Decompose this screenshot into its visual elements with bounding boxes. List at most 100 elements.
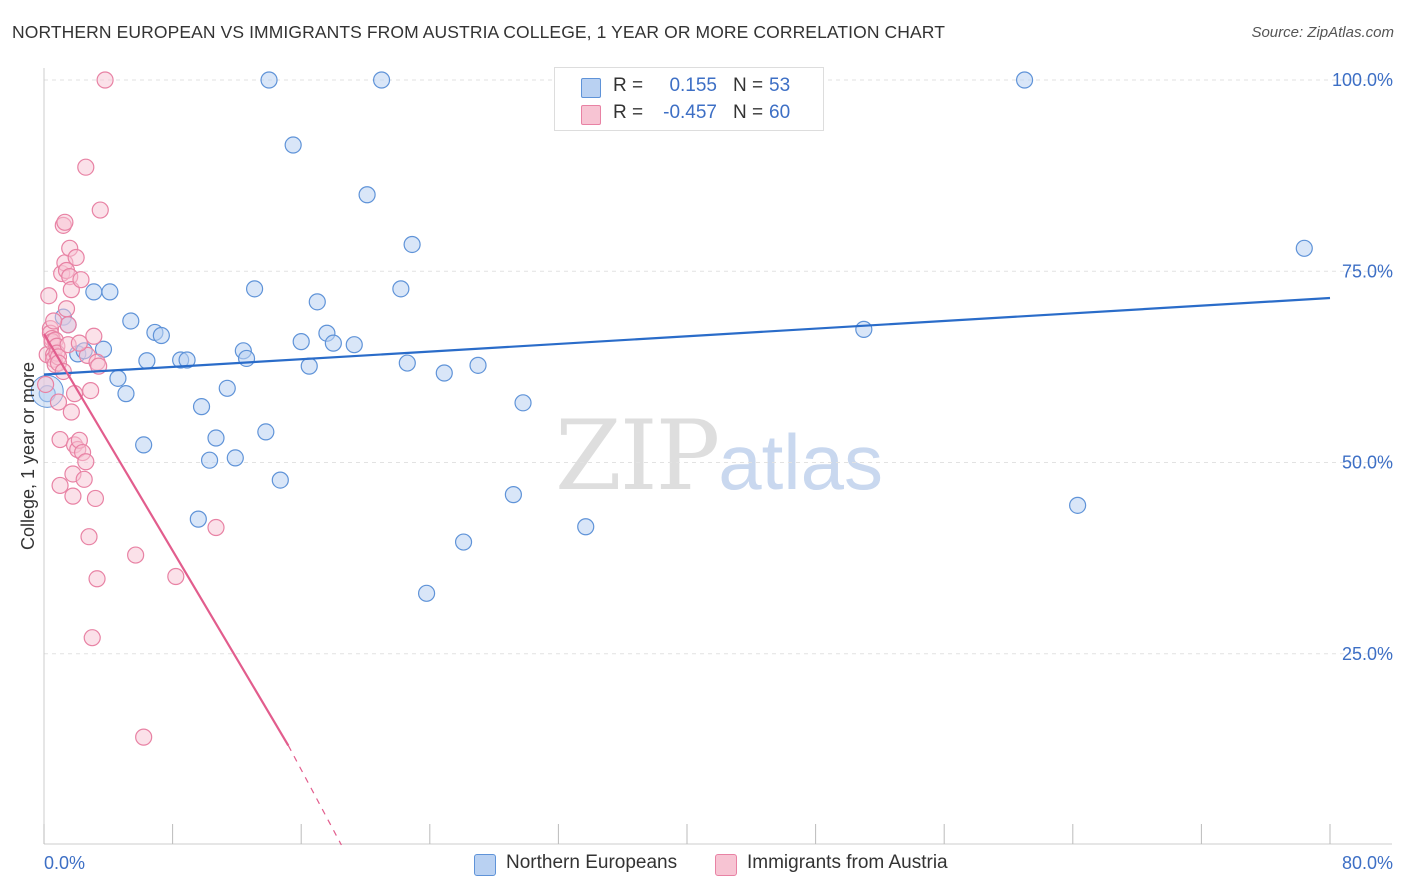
data-point-immigrants-from-austria [91,201,109,219]
data-point-northern-europeans [245,280,264,298]
blue-swatch [581,78,601,98]
legend-label: Northern Europeans [506,852,678,873]
data-point-immigrants-from-austria [96,71,114,89]
data-point-immigrants-from-austria [88,570,106,588]
data-point-immigrants-from-austria [40,287,58,305]
data-point-immigrants-from-austria [59,316,77,334]
data-point-immigrants-from-austria [70,334,88,352]
data-point-northern-europeans [403,235,421,254]
y-tick-label: 50.0% [1342,453,1393,473]
data-point-northern-europeans [469,356,487,374]
chart-title: NORTHERN EUROPEAN VS IMMIGRANTS FROM AUS… [12,22,946,42]
data-point-northern-europeans [345,336,363,354]
n-value: 53 [769,75,791,96]
axes [43,68,1392,845]
data-point-immigrants-from-austria [167,567,185,586]
y-tick-label: 100.0% [1332,70,1393,90]
data-point-immigrants-from-austria [67,248,85,267]
data-point-immigrants-from-austria [37,375,55,394]
r-label: R = [613,102,644,123]
n-label: N = [733,102,764,123]
data-point-immigrants-from-austria [57,300,76,318]
series-immigrants-from-austria [37,71,225,746]
r-value: 0.155 [669,75,717,96]
data-point-northern-europeans [1069,496,1087,514]
data-point-northern-europeans [109,369,127,387]
trend-line-extension [287,745,342,846]
data-point-northern-europeans [372,71,391,89]
data-point-northern-europeans [454,533,473,551]
data-point-immigrants-from-austria [80,528,98,546]
data-point-immigrants-from-austria [62,403,80,421]
data-point-immigrants-from-austria [75,470,93,488]
data-point-immigrants-from-austria [51,430,69,449]
data-point-immigrants-from-austria [54,362,72,381]
data-point-northern-europeans [292,333,310,351]
data-point-immigrants-from-austria [83,629,101,647]
data-point-immigrants-from-austria [207,518,225,537]
data-point-northern-europeans [207,429,225,447]
data-point-northern-europeans [178,351,196,369]
y-tick-label: 25.0% [1342,644,1393,664]
data-point-northern-europeans [1295,239,1313,257]
data-point-immigrants-from-austria [135,728,153,746]
tick-labels: 25.0% 50.0% 75.0% 100.0% 0.0% 80.0% College, 1… [18,70,1393,873]
data-point-northern-europeans [260,71,278,89]
data-point-northern-europeans [417,584,436,602]
legend-row-immigrants-from-austria: R = -0.457 N = 60 [555,102,823,128]
data-point-immigrants-from-austria [56,213,74,231]
data-point-northern-europeans [855,320,873,338]
trend-line-northern-europeans [43,296,1331,376]
data-point-northern-europeans [257,423,275,441]
data-point-northern-europeans [308,293,326,311]
r-value: -0.457 [663,102,717,123]
data-point-immigrants-from-austria [86,489,105,508]
data-point-immigrants-from-austria [45,312,63,330]
n-label: N = [733,75,764,96]
data-point-northern-europeans [392,280,410,298]
data-point-northern-europeans [358,186,376,204]
data-point-northern-europeans [504,486,522,504]
correlation-legend: R = 0.155 N = 53 R = -0.457 N = 60 [554,67,824,131]
data-point-northern-europeans [218,379,236,397]
data-point-northern-europeans [101,283,119,301]
data-point-northern-europeans [284,136,302,154]
data-point-northern-europeans [192,398,211,416]
data-point-immigrants-from-austria [127,546,145,564]
n-value: 60 [769,102,791,123]
data-point-northern-europeans [135,436,153,454]
x-tick-label: 80.0% [1342,853,1393,873]
trend-lines [43,296,1331,846]
data-point-northern-europeans [189,510,207,528]
data-point-immigrants-from-austria [77,453,95,471]
data-point-immigrants-from-austria [85,327,103,345]
data-point-northern-europeans [398,354,416,372]
data-point-northern-europeans [138,352,156,370]
data-point-northern-europeans [300,357,318,375]
watermark-zip: ZIP [555,400,720,512]
data-point-immigrants-from-austria [51,476,69,495]
r-label: R = [613,75,644,96]
data-point-northern-europeans [85,283,103,301]
data-point-northern-europeans [271,471,289,489]
data-point-northern-europeans [226,449,244,467]
data-point-immigrants-from-austria [49,393,68,411]
data-point-immigrants-from-austria [72,271,90,289]
data-point-northern-europeans [152,326,170,345]
data-point-immigrants-from-austria [64,487,82,505]
y-axis-label: College, 1 year or more [18,362,38,550]
legend-label: Immigrants from Austria [747,852,948,873]
blue-swatch [474,854,496,876]
data-point-immigrants-from-austria [82,381,100,400]
data-point-immigrants-from-austria [77,158,95,176]
data-point-northern-europeans [1015,71,1034,89]
data-point-northern-europeans [324,334,342,352]
data-point-northern-europeans [122,312,140,330]
data-point-northern-europeans [237,349,256,368]
data-point-northern-europeans [435,364,453,382]
y-tick-label: 75.0% [1342,261,1393,281]
data-point-northern-europeans [117,385,135,403]
trend-line-immigrants-from-austria [43,333,290,747]
pink-swatch [581,105,601,125]
